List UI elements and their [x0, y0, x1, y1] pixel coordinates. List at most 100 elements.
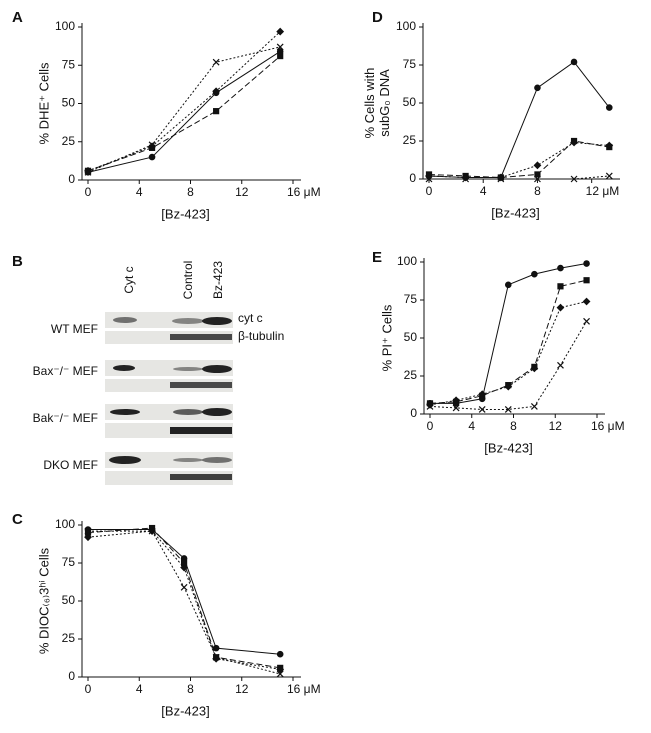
marker [583, 317, 590, 325]
y-tick-label: 25 [404, 368, 418, 382]
blot-image [105, 312, 233, 485]
marker [533, 161, 542, 170]
marker [497, 175, 505, 183]
marker [276, 670, 284, 678]
x-tick-label: 4 [136, 682, 143, 696]
y-tick-label: 25 [62, 631, 76, 645]
x-tick-label: 12 μM [586, 184, 620, 198]
marker [426, 402, 434, 410]
y-tick-label: 50 [62, 593, 76, 607]
marker [583, 277, 590, 284]
marker [180, 583, 188, 591]
x-tick-label: 4 [136, 185, 143, 199]
y-tick-label: 75 [62, 555, 76, 569]
marker [556, 303, 565, 312]
x-tick-label: 8 [187, 185, 194, 199]
x-tick-label: 0 [85, 185, 92, 199]
marker [504, 382, 513, 391]
x-axis-label: [Bz-423] [491, 205, 539, 220]
y-tick-label: 75 [62, 57, 76, 71]
marker [277, 52, 284, 60]
chart: D 0 25 50 75 100 0 4 8 12 μM [Bz-423] % Cells with s… [362, 9, 620, 220]
marker [148, 527, 156, 535]
x-axis-label: [Bz-423] [161, 206, 209, 221]
marker [534, 175, 541, 183]
lane-label: Cyt c [122, 266, 136, 293]
marker [531, 270, 538, 278]
x-tick-label: 8 [534, 184, 541, 198]
y-axis-label: subG₀ DNA [377, 69, 392, 137]
x-tick-label: 16 μM [287, 185, 321, 199]
x-tick-label: 8 [510, 419, 517, 433]
marker [452, 404, 460, 412]
x-axis-label: [Bz-423] [484, 440, 532, 455]
marker [276, 650, 284, 658]
marker [605, 141, 614, 150]
series-line [428, 142, 610, 178]
y-tick-label: 0 [410, 406, 417, 420]
marker [570, 138, 578, 147]
marker [605, 172, 613, 180]
x-tick-label: 16 μM [287, 682, 321, 696]
y-tick-label: 0 [409, 171, 416, 185]
series-line [87, 31, 281, 172]
marker [478, 390, 487, 399]
y-axis-label: % Cells with [362, 68, 377, 139]
y-tick-label: 50 [404, 330, 418, 344]
marker [148, 153, 156, 161]
series-line [428, 61, 610, 178]
row-label: WT MEF [51, 322, 98, 336]
panel-letter: C [12, 511, 23, 528]
chart: A 0 25 50 75 100 0 4 8 12 16 μM [Bz-423] % DHE⁺ Cell… [12, 9, 321, 221]
marker [504, 406, 512, 413]
marker [582, 297, 591, 306]
y-tick-label: 100 [55, 19, 75, 33]
chart: E 0 25 50 75 100 0 4 8 12 16 μM [Bz-423] % PI⁺ Cells [372, 249, 625, 455]
marker [478, 406, 486, 413]
y-tick-label: 25 [403, 133, 417, 147]
x-axis-label: [Bz-423] [161, 703, 209, 718]
y-tick-label: 75 [404, 292, 418, 306]
marker [84, 168, 92, 176]
marker [570, 58, 578, 66]
marker [148, 142, 156, 151]
marker [452, 396, 461, 405]
marker [84, 533, 92, 542]
x-tick-label: 4 [480, 184, 487, 198]
x-tick-label: 12 [235, 682, 249, 696]
row-label: Bax⁻/⁻ MEF [33, 364, 98, 378]
marker [534, 171, 541, 178]
marker [212, 653, 220, 661]
chart: C 0 25 50 75 100 0 4 8 12 16 μM [Bz-423] % DIOC₍₆₎3ʰ… [12, 511, 321, 718]
marker [148, 141, 156, 149]
y-tick-label: 25 [62, 134, 76, 148]
panel-letter: D [372, 9, 383, 26]
marker [530, 402, 538, 410]
series-line [87, 55, 281, 172]
marker [530, 364, 539, 373]
marker [212, 58, 220, 66]
x-tick-label: 4 [468, 419, 475, 433]
x-tick-label: 16 μM [591, 419, 625, 433]
x-tick-label: 12 [235, 185, 249, 199]
y-tick-label: 0 [68, 172, 75, 186]
marker [462, 175, 470, 183]
series-line [88, 529, 281, 655]
y-tick-label: 75 [403, 57, 417, 71]
row-label: DKO MEF [43, 458, 98, 472]
row-label: Bak⁻/⁻ MEF [33, 411, 98, 425]
band-label: cyt c [238, 311, 263, 325]
marker [583, 260, 590, 267]
y-tick-label: 50 [62, 96, 76, 110]
marker [504, 281, 512, 289]
panel-letter: B [12, 253, 23, 270]
marker [84, 527, 92, 535]
x-tick-label: 8 [187, 682, 194, 696]
marker [425, 175, 433, 183]
series-line [87, 530, 281, 670]
series-line [428, 140, 610, 178]
series-line [429, 321, 587, 410]
marker [570, 175, 578, 183]
marker [276, 665, 285, 674]
